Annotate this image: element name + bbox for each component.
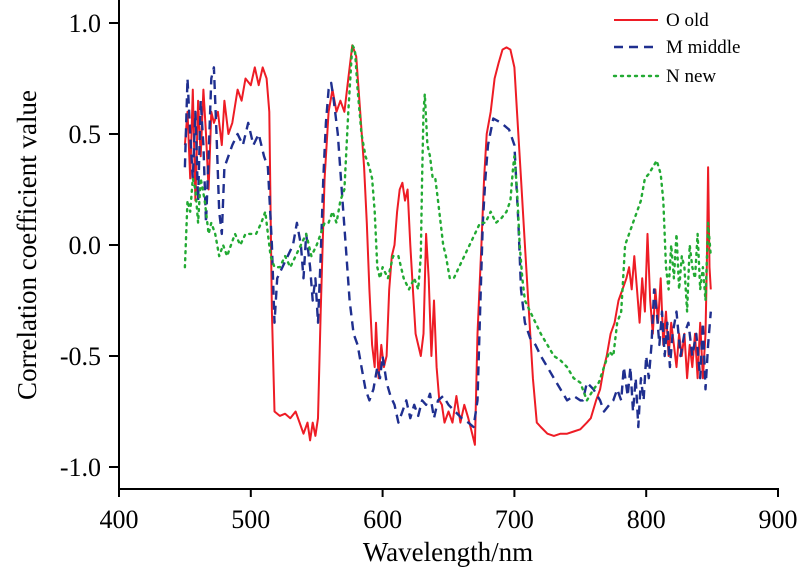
x-tick-label: 400 xyxy=(100,505,139,534)
x-tick-label: 600 xyxy=(363,505,402,534)
y-tick-label: -1.0 xyxy=(60,453,101,482)
y-tick-label: 0.0 xyxy=(69,231,102,260)
y-axis-title: Correlation coefficient value xyxy=(12,90,42,400)
legend-label: M middle xyxy=(666,37,740,58)
series-line-m-middle xyxy=(183,66,712,429)
x-ticks: 400 500 600 700 800 900 xyxy=(100,489,798,534)
x-tick-label: 500 xyxy=(231,505,270,534)
x-axis-title: Wavelength/nm xyxy=(363,537,533,567)
y-ticks: 1.0 0.5 0.0 -0.5 -1.0 xyxy=(60,9,119,482)
series-line-o-old xyxy=(183,44,712,446)
legend: O old M middle N new xyxy=(612,10,740,87)
legend-label: N new xyxy=(666,66,716,87)
legend-label: O old xyxy=(666,10,709,31)
y-tick-label: 0.5 xyxy=(69,120,102,149)
x-tick-label: 900 xyxy=(759,505,798,534)
series-line-n-new xyxy=(183,44,712,402)
y-tick-label: -0.5 xyxy=(60,342,101,371)
y-tick-label: 1.0 xyxy=(69,9,102,38)
x-tick-label: 800 xyxy=(627,505,666,534)
series-layer xyxy=(183,44,712,446)
x-tick-label: 700 xyxy=(495,505,534,534)
